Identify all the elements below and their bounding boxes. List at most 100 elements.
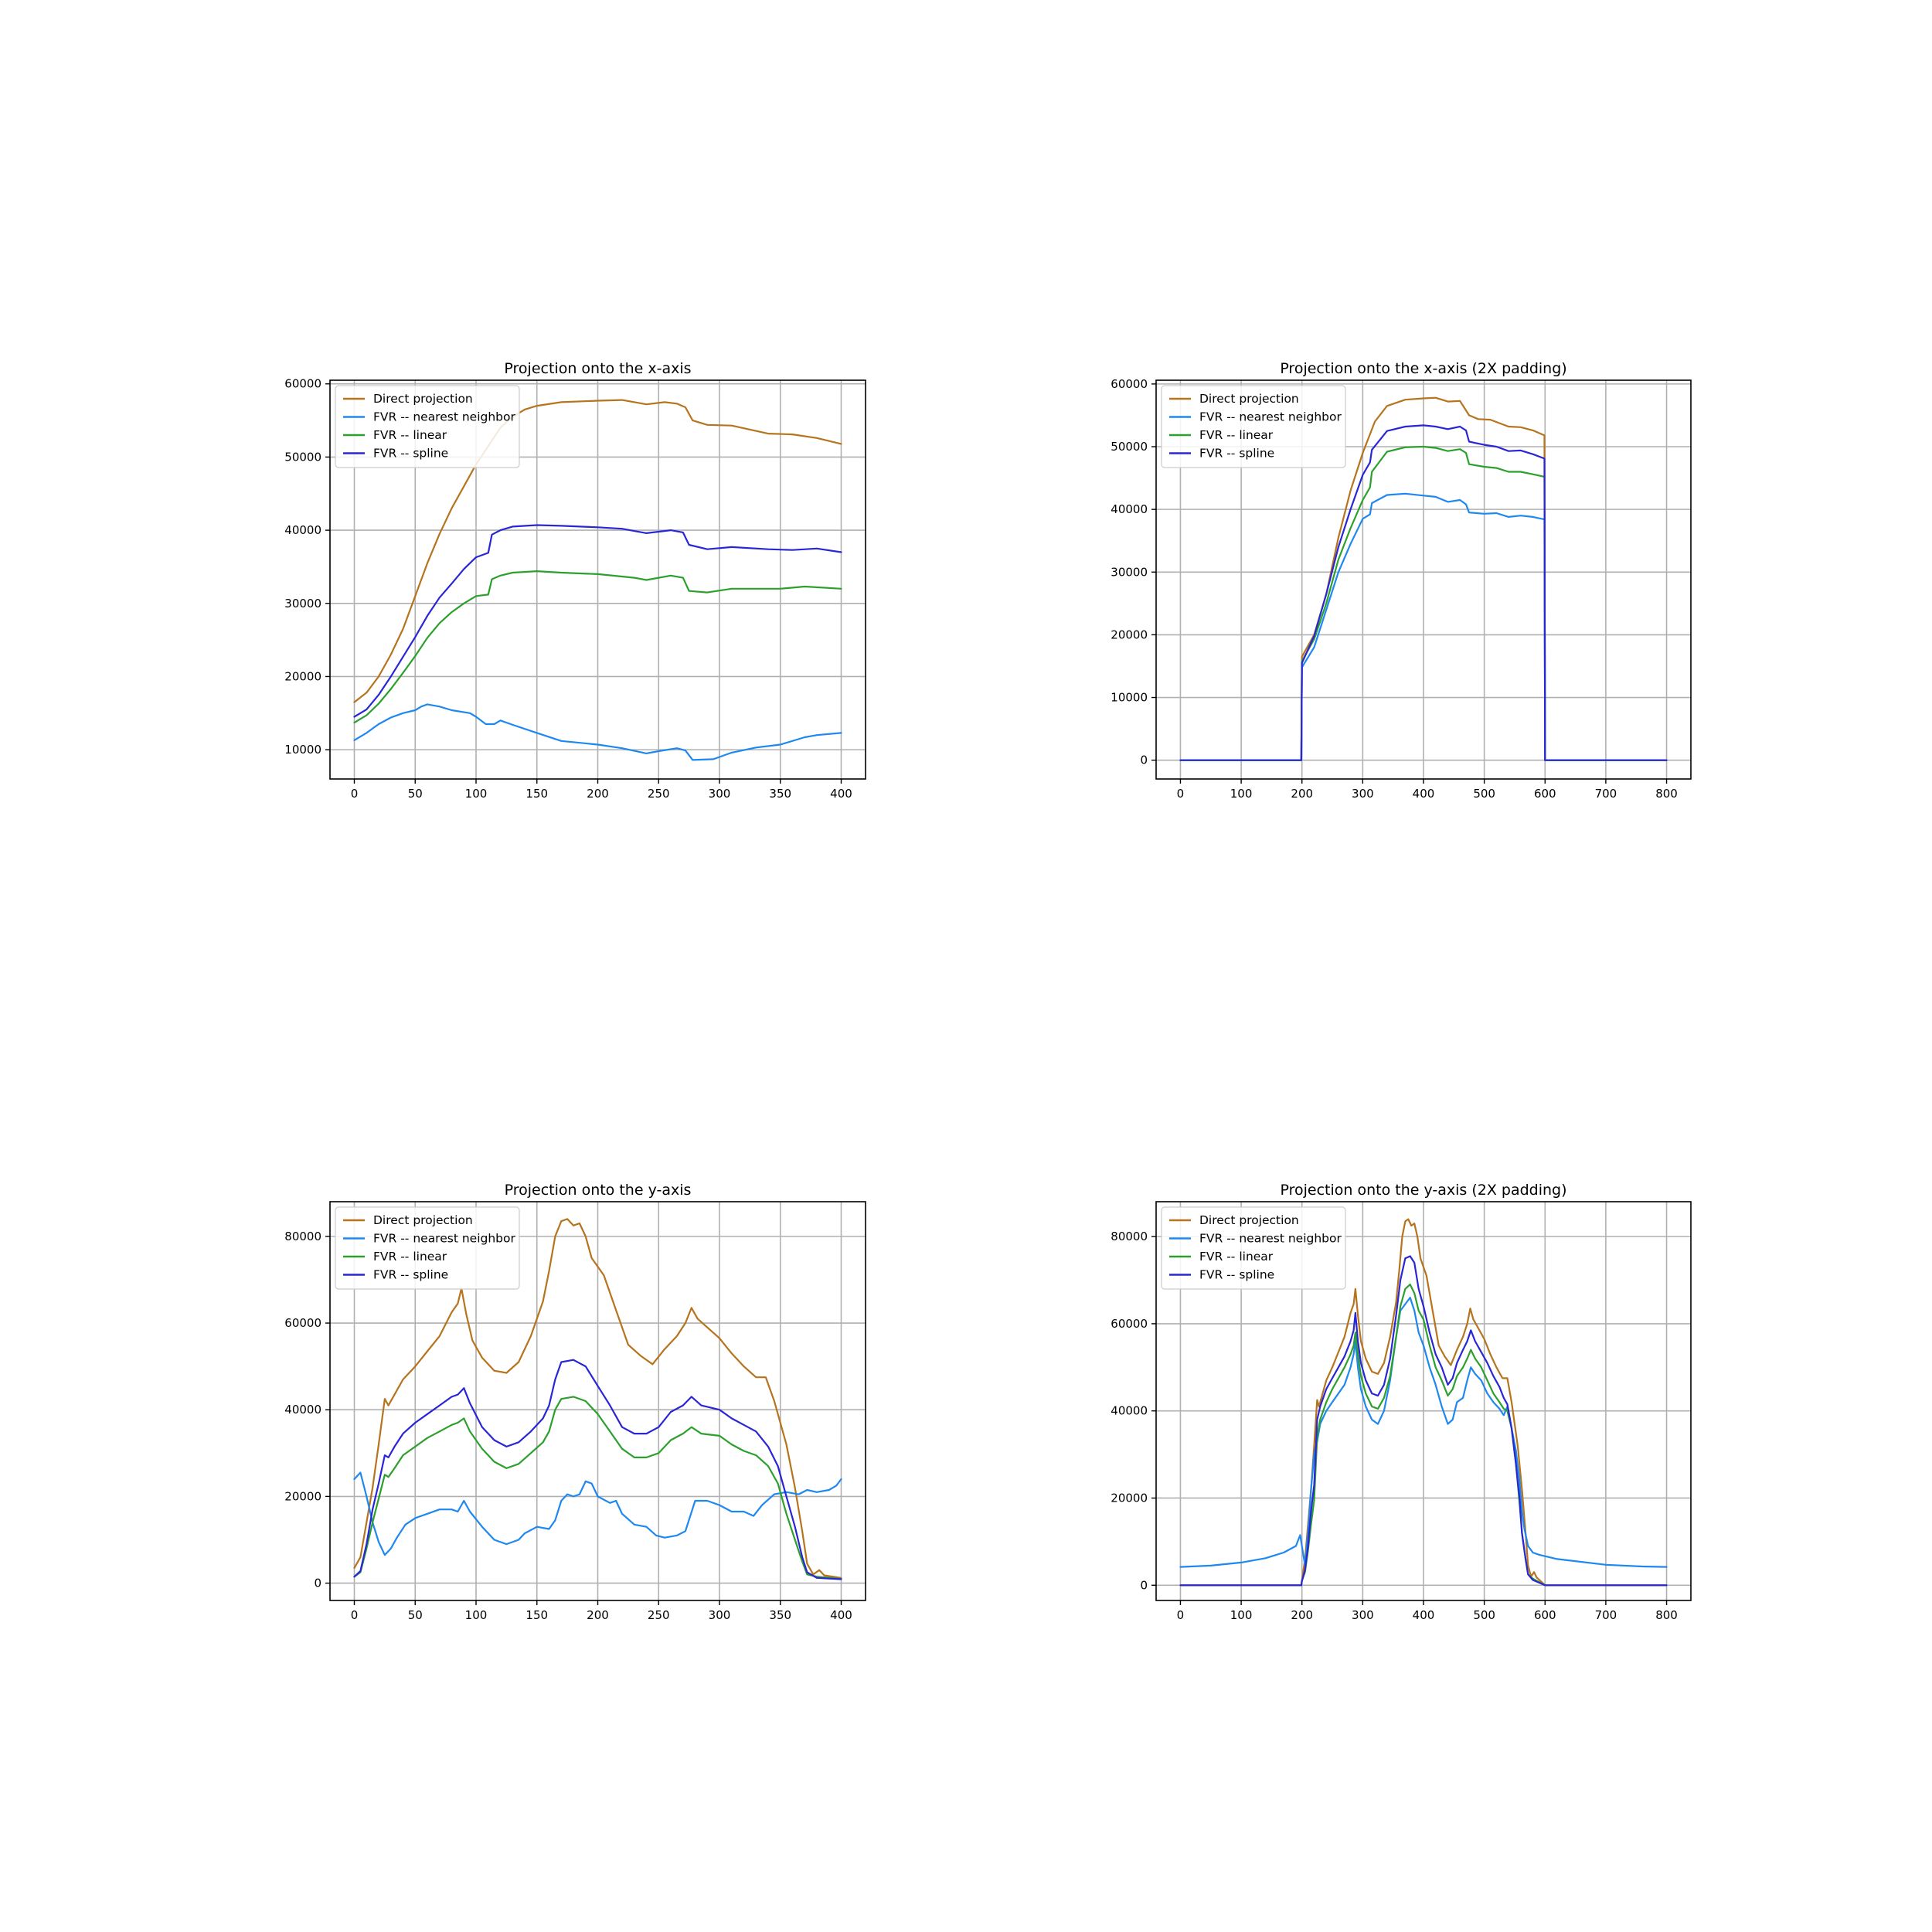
x-tick-label: 600 [1534,1608,1556,1622]
x-tick-label: 50 [408,787,423,801]
legend-box [335,385,520,468]
y-tick-label: 60000 [284,377,321,391]
legend-label: FVR -- nearest neighbor [373,1232,515,1246]
x-tick-label: 700 [1595,1608,1617,1622]
y-tick-label: 0 [1140,1578,1148,1592]
x-tick-label: 200 [587,787,609,801]
chart-3: 0 50 100 150 200 250 300 350 400 0 20000 40000 60000… [284,1182,866,1622]
x-tick-label: 200 [1291,787,1313,801]
legend-label: FVR -- linear [373,1250,447,1264]
x-tick-label: 600 [1534,787,1556,801]
x-tick-label: 100 [1230,1608,1253,1622]
legend-label: Direct projection [1199,1213,1299,1227]
x-tick-label: 500 [1473,1608,1495,1622]
y-tick-label: 50000 [1111,440,1148,454]
series-line-2 [353,1471,842,1556]
y-tick-label: 20000 [1111,628,1148,641]
series-line-1 [353,399,842,703]
y-tick-label: 30000 [284,597,321,611]
chart-title: Projection onto the x-axis (2X padding) [1280,360,1566,377]
x-tick-label: 100 [1230,787,1253,801]
x-tick-label: 150 [526,1608,548,1622]
series-group [1179,1218,1668,1587]
x-tick-label: 150 [526,787,548,801]
chart-title: Projection onto the y-axis [505,1182,692,1199]
x-tick-label: 350 [769,787,791,801]
x-tick-label: 300 [1352,1608,1374,1622]
series-line-4 [1179,424,1668,761]
x-tick-label: 700 [1595,787,1617,801]
y-tick-label: 60000 [1111,377,1148,391]
legend-label: FVR -- linear [373,428,447,442]
y-tick-label: 40000 [1111,502,1148,516]
x-tick-label: 300 [1352,787,1374,801]
series-line-2 [1179,492,1668,761]
series-line-3 [353,1396,842,1580]
x-tick-label: 400 [1413,787,1435,801]
x-tick-label: 50 [408,1608,423,1622]
x-tick-label: 300 [709,1608,731,1622]
x-tick-label: 100 [465,1608,488,1622]
series-line-4 [353,1359,842,1580]
legend: Direct projection FVR -- nearest neighbor… [335,385,520,468]
y-tick-label: 10000 [284,743,321,757]
y-tick-label: 60000 [1111,1317,1148,1331]
series-group [1179,396,1668,761]
legend-label: FVR -- spline [373,1268,448,1282]
x-tick-label: 250 [648,787,670,801]
x-tick-label: 200 [1291,1608,1313,1622]
y-tick-label: 0 [1140,753,1148,767]
y-tick-label: 80000 [284,1230,321,1243]
x-tick-label: 800 [1655,787,1678,801]
series-line-3 [1179,445,1668,761]
legend-label: Direct projection [1199,392,1299,406]
legend-label: Direct projection [373,1213,473,1227]
y-tick-label: 0 [314,1577,321,1590]
series-group [353,1218,842,1580]
legend-label: FVR -- linear [1199,428,1274,442]
legend-box [1161,385,1346,468]
y-tick-label: 80000 [1111,1230,1148,1243]
legend-label: FVR -- spline [1199,1268,1274,1282]
y-tick-label: 20000 [284,1489,321,1503]
x-tick-label: 0 [351,1608,359,1622]
chart-2: 0 100 200 300 400 500 600 700 800 0 10000 20000 3000… [1111,360,1692,801]
legend-label: FVR -- nearest neighbor [373,410,515,424]
series-line-1 [353,1218,842,1579]
y-tick-label: 20000 [1111,1491,1148,1505]
series-group [353,399,842,761]
x-tick-label: 0 [1177,787,1185,801]
x-tick-label: 0 [351,787,359,801]
y-tick-label: 40000 [1111,1404,1148,1418]
x-tick-label: 400 [830,1608,852,1622]
legend-label: FVR -- spline [1199,447,1274,461]
series-line-4 [1179,1255,1668,1587]
grid [330,380,866,779]
x-tick-label: 800 [1655,1608,1678,1622]
x-tick-label: 100 [465,787,488,801]
y-tick-label: 10000 [1111,691,1148,705]
legend: Direct projection FVR -- nearest neighbor… [1161,1206,1346,1290]
legend-label: FVR -- linear [1199,1250,1274,1264]
legend: Direct projection FVR -- nearest neighbor… [335,1206,520,1290]
x-tick-label: 300 [709,787,731,801]
y-tick-label: 50000 [284,450,321,464]
y-tick-label: 40000 [284,1403,321,1417]
series-line-1 [1179,1218,1668,1587]
x-tick-label: 0 [1177,1608,1185,1622]
chart-4: 0 100 200 300 400 500 600 700 800 0 20000 40000 6000… [1111,1182,1692,1622]
legend-box [335,1206,520,1290]
series-line-3 [353,570,842,724]
chart-title: Projection onto the y-axis (2X padding) [1280,1182,1566,1199]
y-tick-label: 60000 [284,1316,321,1330]
x-tick-label: 350 [769,1608,791,1622]
series-line-3 [1179,1284,1668,1587]
x-tick-label: 400 [1413,1608,1435,1622]
legend-box [1161,1206,1346,1290]
series-line-2 [353,703,842,761]
y-tick-label: 20000 [284,669,321,683]
x-tick-label: 500 [1473,787,1495,801]
x-tick-label: 200 [587,1608,609,1622]
legend-label: FVR -- nearest neighbor [1199,1232,1342,1246]
